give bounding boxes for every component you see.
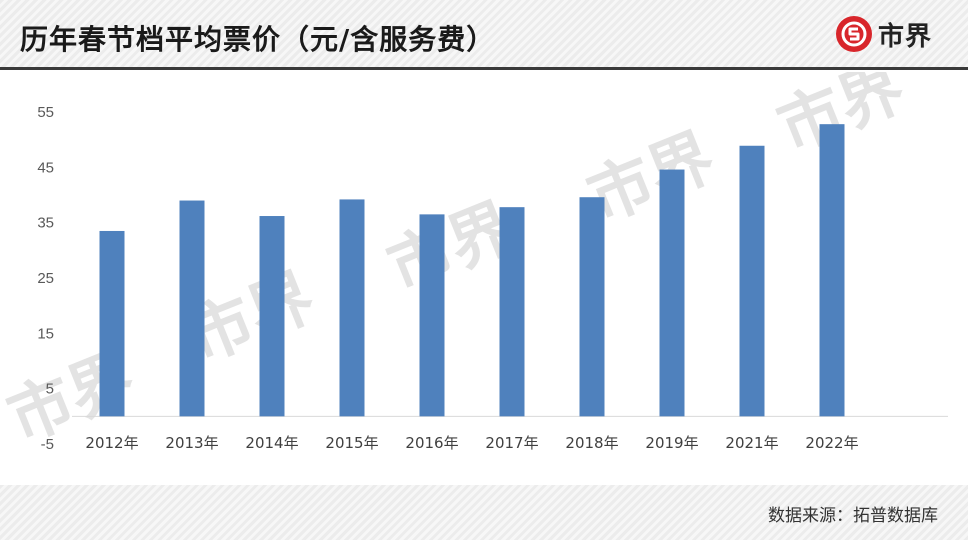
- footer-bar: 数据来源：拓普数据库: [0, 485, 968, 540]
- x-tick-label: 2022年: [805, 434, 858, 452]
- chart-title: 历年春节档平均票价（元/含服务费）: [20, 23, 496, 56]
- bar-2015年: [339, 199, 365, 417]
- x-tick-label: 2016年: [405, 434, 458, 452]
- bar-2013年: [179, 200, 205, 417]
- x-tick-label: 2012年: [85, 434, 138, 452]
- x-tick-label: 2019年: [645, 434, 698, 452]
- bar-series: [99, 124, 845, 417]
- y-tick-label: -5: [41, 436, 54, 453]
- bar-2018年: [579, 197, 605, 417]
- logo-text: 市界: [877, 21, 932, 52]
- bar-2017年: [499, 207, 525, 417]
- x-tick-label: 2017年: [485, 434, 538, 452]
- y-tick-label: 35: [37, 215, 54, 232]
- y-tick-label: 15: [37, 325, 54, 342]
- data-source: 数据来源：拓普数据库: [768, 506, 938, 526]
- bar-2022年: [819, 124, 845, 417]
- header-bar: 历年春节档平均票价（元/含服务费） 市界: [0, 0, 968, 70]
- x-axis: 2012年 2013年 2014年 2015年 2016年 2017年 2018年 2019年…: [85, 434, 858, 452]
- x-tick-label: 2013年: [165, 434, 218, 452]
- y-tick-label: 25: [37, 270, 54, 287]
- bar-2012年: [99, 230, 125, 417]
- x-tick-label: 2014年: [245, 434, 298, 452]
- bar-2019年: [659, 169, 685, 417]
- logo-icon: [835, 16, 872, 52]
- x-tick-label: 2018年: [565, 434, 618, 452]
- bar-2016年: [419, 214, 445, 417]
- x-tick-label: 2021年: [725, 434, 778, 452]
- y-tick-label: 45: [37, 159, 54, 176]
- bar-2021年: [739, 145, 765, 417]
- bar-2014年: [259, 216, 285, 417]
- y-tick-label: 55: [37, 104, 54, 121]
- y-axis: -5 5 15 25 35 45 55: [37, 104, 54, 453]
- x-tick-label: 2015年: [325, 434, 378, 452]
- brand-logo: 市界: [835, 14, 932, 54]
- y-tick-label: 5: [46, 381, 54, 398]
